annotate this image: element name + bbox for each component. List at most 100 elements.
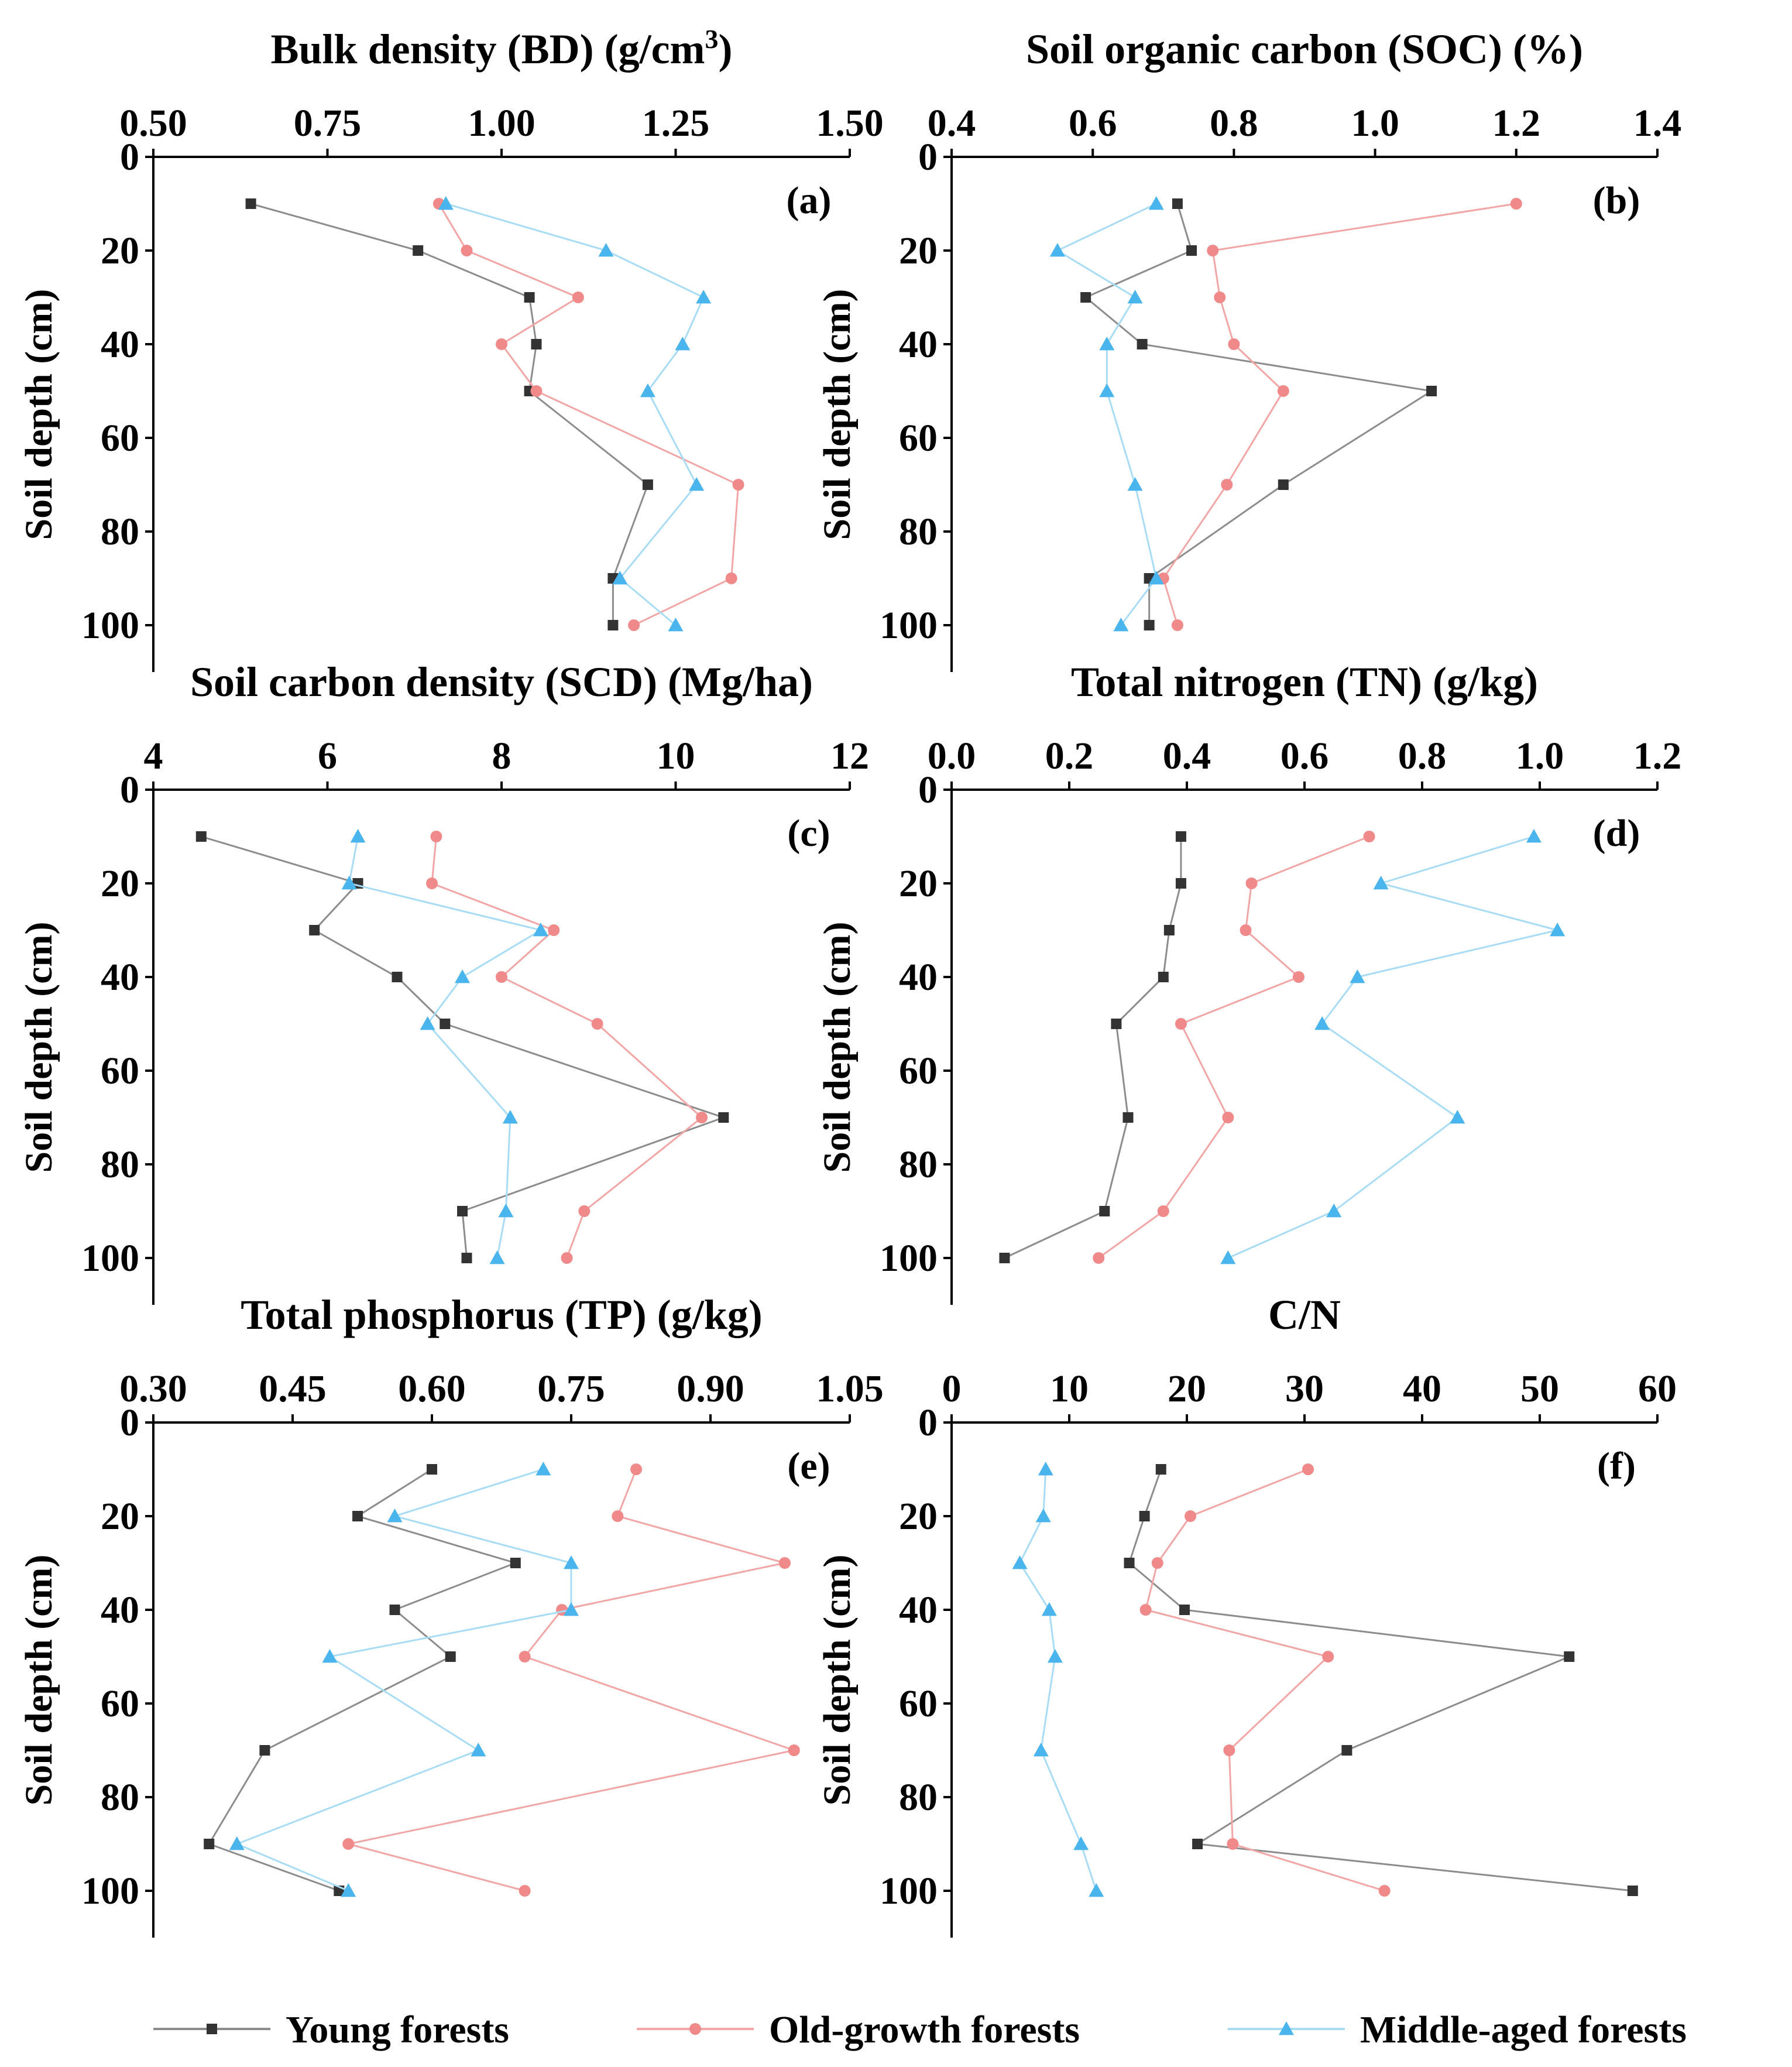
data-point-middle — [1038, 1462, 1053, 1476]
series-middle — [1220, 829, 1566, 1264]
data-point-middle — [1373, 876, 1389, 890]
x-tick-label: 1.4 — [1633, 102, 1682, 145]
y-tick-label: 20 — [101, 862, 139, 905]
panel-a-title: Bulk density (BD) (g/cm3) — [270, 24, 732, 73]
y-tick-label: 100 — [880, 604, 938, 647]
data-point-old — [426, 877, 438, 889]
data-point-young — [1099, 1206, 1110, 1216]
y-tick-label: 80 — [101, 510, 139, 553]
y-tick-label: 100 — [81, 604, 139, 647]
data-point-young — [1111, 1019, 1122, 1029]
y-tick-label: 100 — [880, 1870, 938, 1912]
data-point-middle — [341, 1883, 356, 1897]
panel-b: Soil organic carbon (SOC) (%) 0.4 0.6 0.8 1.… — [816, 26, 1681, 672]
data-point-old — [696, 1112, 708, 1123]
x-tick-label: 1.25 — [642, 102, 710, 145]
data-point-old — [548, 924, 560, 936]
data-point-young — [427, 1464, 437, 1475]
data-point-young — [440, 1019, 451, 1029]
series-line-middle — [1018, 1469, 1097, 1891]
panel-c: Soil carbon density (SCD) (Mg/ha) 4 6 8 10 12… — [18, 659, 869, 1305]
data-point-young — [1175, 831, 1186, 842]
x-tick-label: 0.60 — [398, 1367, 466, 1410]
data-point-middle — [668, 618, 684, 632]
data-point-old — [1228, 338, 1240, 350]
data-point-middle — [1073, 1836, 1089, 1850]
y-tick-label: 20 — [899, 1495, 938, 1538]
panel-b-title: Soil organic carbon (SOC) (%) — [1026, 26, 1583, 73]
data-point-young — [1426, 386, 1437, 396]
legend-label-young: Young forests — [286, 2008, 509, 2051]
legend-item-middle: Middle-aged forests — [1228, 2008, 1687, 2051]
legend-item-young: Young forests — [153, 2008, 509, 2051]
panel-c-title: Soil carbon density (SCD) (Mg/ha) — [190, 659, 813, 705]
data-point-middle — [1127, 477, 1143, 491]
y-tick-label: 80 — [899, 510, 938, 553]
series-line-young — [250, 203, 649, 625]
data-point-middle — [1113, 618, 1129, 632]
series-young — [1080, 198, 1437, 630]
data-point-old — [1221, 479, 1233, 491]
data-point-middle — [229, 1836, 245, 1850]
data-point-old — [1240, 924, 1252, 936]
data-point-middle — [1089, 1883, 1104, 1897]
panel-d-title: Total nitrogen (TN) (g/kg) — [1071, 659, 1538, 705]
data-point-old — [342, 1838, 355, 1850]
data-point-middle — [498, 1204, 514, 1218]
data-point-young — [392, 972, 403, 982]
data-point-old — [612, 1510, 624, 1522]
data-point-old — [1223, 1744, 1235, 1756]
data-point-young — [1163, 925, 1175, 935]
x-tick-label: 1.05 — [816, 1367, 884, 1410]
panel-e-letter: (e) — [787, 1445, 830, 1487]
y-tick-label: 40 — [899, 1589, 938, 1631]
data-point-old — [461, 245, 473, 256]
data-point-young — [389, 1605, 400, 1615]
series-line-middle — [234, 1468, 572, 1892]
y-tick-label: 0 — [120, 136, 139, 179]
series-middle — [1012, 1462, 1104, 1897]
data-point-middle — [387, 1509, 403, 1523]
y-tick-label: 0 — [120, 769, 139, 811]
data-point-middle — [564, 1555, 579, 1569]
data-point-young — [1627, 1886, 1638, 1896]
data-point-middle — [1127, 290, 1143, 304]
series-young — [999, 831, 1186, 1263]
data-point-old — [1227, 1838, 1239, 1850]
x-tick-label: 1.50 — [816, 102, 884, 145]
x-tick-label: 0.50 — [119, 102, 187, 145]
data-point-young — [999, 1253, 1010, 1263]
series-line-old — [1162, 203, 1517, 626]
series-middle — [1049, 196, 1164, 632]
y-tick-label: 40 — [101, 323, 139, 366]
x-tick-label: 0.75 — [294, 102, 362, 145]
data-point-old — [1363, 831, 1375, 842]
data-point-old — [1139, 1604, 1152, 1616]
legend-marker-old — [689, 2023, 701, 2035]
data-point-old — [578, 1205, 591, 1217]
data-point-young — [204, 1839, 215, 1849]
data-point-middle — [350, 829, 366, 843]
data-point-young — [1122, 1112, 1134, 1123]
y-tick-label: 20 — [899, 229, 938, 272]
data-point-middle — [1035, 1509, 1051, 1523]
panel-a-letter: (a) — [787, 179, 832, 222]
legend-marker-young — [207, 2024, 217, 2034]
data-point-young — [607, 620, 619, 630]
data-point-old — [1185, 1510, 1197, 1522]
x-tick-label: 12 — [830, 735, 869, 777]
y-tick-label: 40 — [101, 1589, 139, 1631]
y-tick-label: 100 — [81, 1237, 139, 1280]
series-line-young — [1004, 837, 1182, 1259]
series-old — [432, 198, 744, 631]
data-point-old — [778, 1557, 791, 1569]
y-tick-label: 60 — [101, 1682, 139, 1725]
data-point-young — [245, 198, 256, 209]
y-tick-label: 40 — [899, 956, 938, 999]
data-point-old — [496, 338, 507, 350]
series-middle — [229, 1462, 579, 1897]
data-point-middle — [1148, 196, 1164, 210]
series-line-old — [1144, 1468, 1385, 1892]
data-point-young — [1158, 972, 1169, 982]
data-point-middle — [502, 1110, 518, 1124]
